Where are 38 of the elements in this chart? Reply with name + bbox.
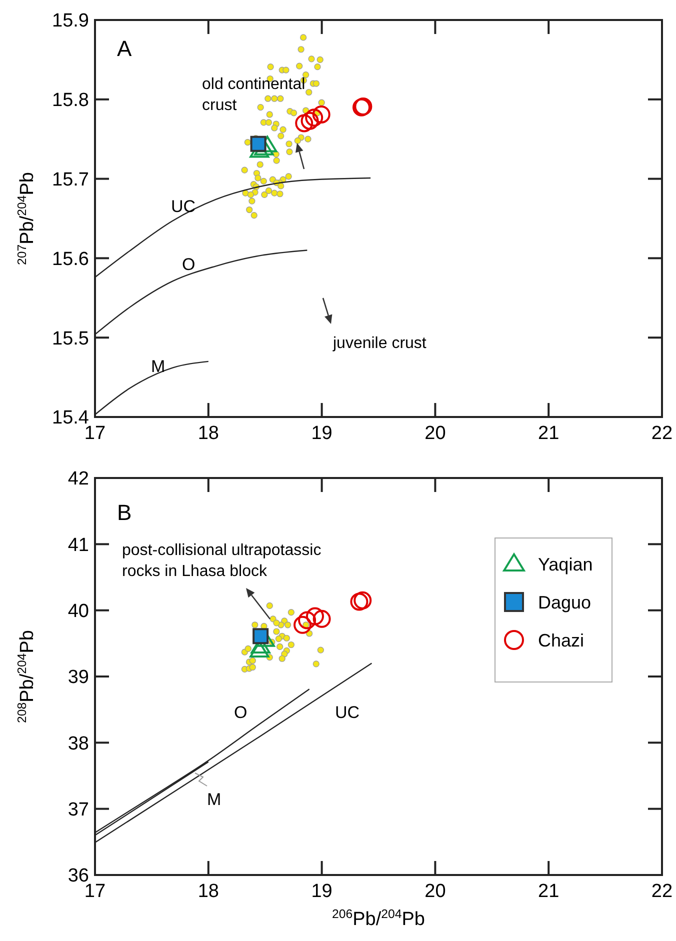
y-tick-label: 37	[68, 799, 89, 820]
x-tick-label: 19	[311, 881, 332, 902]
x-tick-label: 18	[198, 423, 219, 444]
x-tick-label: 19	[311, 423, 332, 444]
x-tick-label: 18	[198, 881, 219, 902]
y-tick-label: 15.6	[52, 248, 89, 270]
annotation: O	[234, 703, 248, 722]
annotation: post-collisional ultrapotassic rocks in Lhasa block	[122, 542, 322, 580]
annotation: UC	[335, 703, 360, 722]
y-tick-label: 15.8	[52, 90, 89, 112]
x-tick-label: 17	[84, 881, 106, 902]
y-tick-label: 38	[68, 733, 89, 754]
x-axis-title: $^{206}$Pb/$^{204}$Pb	[332, 907, 425, 930]
annotation: M	[151, 357, 166, 376]
annotation: A	[117, 36, 132, 61]
annotation: juvenile crust	[332, 335, 427, 352]
y-tick-label: 42	[68, 468, 89, 490]
legend-label: Yaqian	[538, 554, 593, 574]
x-tick-label: 20	[424, 423, 446, 444]
x-tick-label: 22	[651, 881, 673, 902]
annotation: UC	[171, 197, 196, 216]
annotation: M	[207, 790, 222, 809]
legend-label: Chazi	[538, 630, 584, 650]
annotation: B	[117, 500, 132, 525]
annotation: O	[182, 255, 196, 274]
legend-label: Daguo	[538, 592, 592, 612]
y-tick-label: 39	[68, 667, 89, 688]
annotation: old continental crust	[202, 76, 306, 114]
y-tick-label: 15.7	[52, 169, 89, 190]
y-tick-label: 41	[68, 534, 89, 556]
x-tick-label: 21	[538, 881, 560, 902]
y-tick-label: 15.5	[52, 328, 89, 350]
x-tick-label: 22	[651, 423, 673, 444]
y-tick-label: 15.9	[52, 10, 89, 32]
x-tick-label: 21	[538, 423, 560, 444]
y-tick-label: 40	[68, 600, 89, 622]
x-tick-label: 20	[424, 881, 446, 902]
x-tick-label: 17	[84, 423, 106, 444]
